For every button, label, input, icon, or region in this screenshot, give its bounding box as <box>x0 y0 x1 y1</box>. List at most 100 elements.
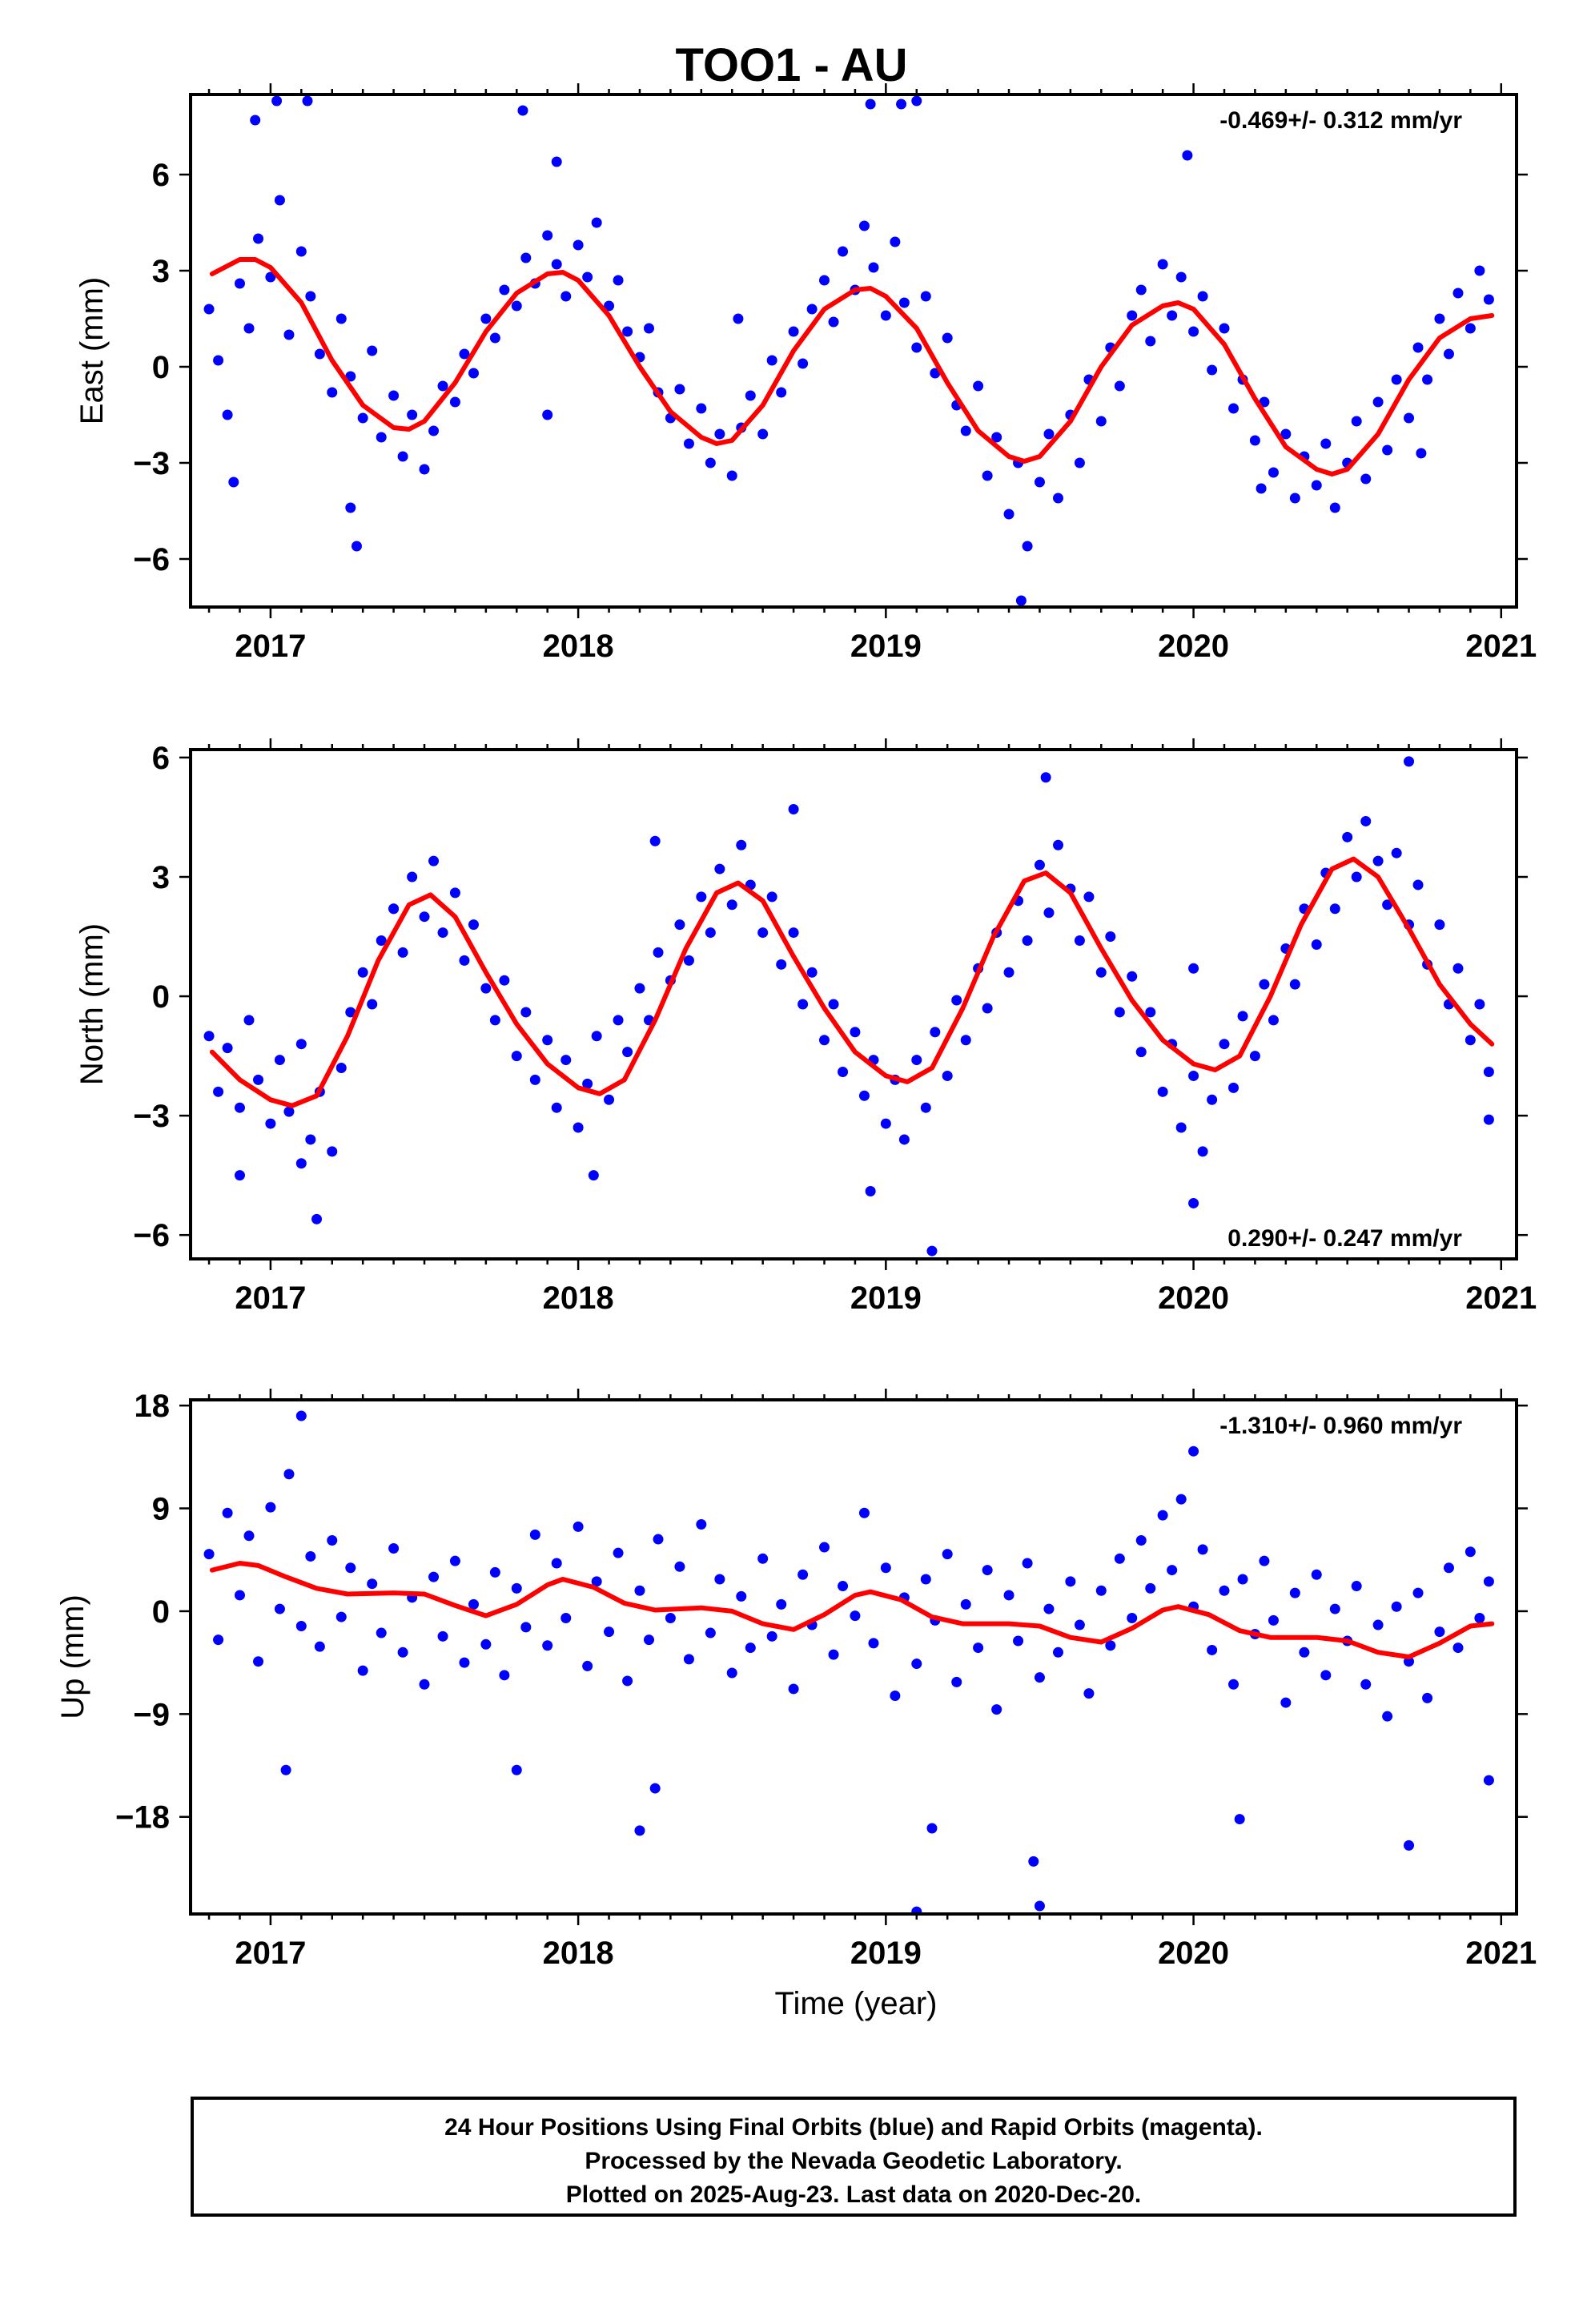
north-data-point <box>818 1035 830 1046</box>
north-data-point <box>1311 939 1322 950</box>
north-y-tick-label: 6 <box>152 741 170 776</box>
up-data-point <box>665 1612 676 1623</box>
east-y-tick-label: 3 <box>152 254 170 289</box>
north-data-point <box>428 855 440 866</box>
north-data-point <box>213 1086 224 1097</box>
up-y-axis-label: Up (mm) <box>55 1594 90 1719</box>
up-data-point <box>1145 1582 1156 1594</box>
east-data-point <box>1443 348 1454 360</box>
up-data-point <box>757 1553 769 1564</box>
north-data-point <box>1342 831 1353 842</box>
east-data-point <box>250 115 261 126</box>
north-data-point <box>388 903 400 915</box>
up-data-point <box>1013 1635 1024 1647</box>
east-y-tick-label: 0 <box>152 350 170 385</box>
east-data-point <box>449 396 460 408</box>
up-data-point <box>1464 1546 1476 1558</box>
north-data-point <box>468 919 479 931</box>
page-title: TOO1 - AU <box>675 39 908 91</box>
north-data-point <box>604 1094 615 1105</box>
north-x-tick-label: 2020 <box>1158 1281 1229 1316</box>
north-data-point <box>714 863 725 875</box>
north-data-point <box>1043 907 1055 919</box>
east-data-point <box>351 541 362 552</box>
east-data-point <box>1114 380 1125 392</box>
east-data-point <box>868 262 879 273</box>
north-data-point <box>1145 1007 1156 1018</box>
north-data-point <box>613 1015 624 1026</box>
east-data-point <box>1022 541 1033 552</box>
east-data-point <box>1404 412 1415 424</box>
north-data-point <box>1207 1094 1218 1105</box>
up-x-tick-label: 2017 <box>235 1936 306 1971</box>
up-data-point <box>982 1565 993 1576</box>
up-data-point <box>274 1603 285 1614</box>
north-data-point <box>542 1035 553 1046</box>
north-data-point <box>283 1106 295 1117</box>
north-data-point <box>407 871 418 883</box>
up-data-point <box>1483 1775 1494 1786</box>
up-data-point <box>295 1620 307 1631</box>
east-x-tick-label: 2019 <box>850 629 922 664</box>
east-data-point <box>890 236 901 247</box>
up-y-tick-label: 9 <box>152 1492 170 1527</box>
east-data-point <box>213 355 224 366</box>
east-data-point <box>1256 483 1267 494</box>
up-y-tick-label: 0 <box>152 1594 170 1630</box>
east-data-point <box>295 246 307 257</box>
north-data-point <box>911 1055 922 1066</box>
east-data-point <box>982 470 993 481</box>
up-data-point <box>622 1675 633 1687</box>
north-data-point <box>1095 967 1107 978</box>
north-data-point <box>1188 963 1199 974</box>
east-data-point <box>499 284 510 296</box>
east-data-point <box>1167 310 1178 321</box>
up-data-point <box>357 1665 368 1676</box>
east-data-point <box>468 368 479 379</box>
up-data-point <box>520 1622 532 1633</box>
up-data-point <box>942 1549 953 1560</box>
up-data-point <box>643 1634 654 1646</box>
up-data-point <box>634 1585 645 1596</box>
up-data-point <box>459 1657 470 1668</box>
up-data-point <box>1360 1679 1372 1690</box>
east-data-point <box>1219 323 1230 334</box>
up-data-point <box>1474 1612 1485 1623</box>
east-data-point <box>828 316 839 328</box>
north-data-point <box>1483 1114 1494 1125</box>
east-data-point <box>733 313 744 324</box>
up-data-point <box>489 1566 500 1578</box>
east-x-tick-label: 2021 <box>1465 629 1537 664</box>
north-data-point <box>1289 979 1300 990</box>
east-data-point <box>388 390 400 401</box>
up-x-tick-label: 2021 <box>1465 1936 1537 1971</box>
east-data-point <box>798 358 809 369</box>
north-data-point <box>1329 903 1340 915</box>
east-data-point <box>459 348 470 360</box>
north-data-point <box>634 983 645 994</box>
north-data-point <box>1237 1011 1248 1022</box>
up-data-point <box>634 1825 645 1836</box>
north-data-point <box>529 1074 540 1085</box>
east-data-point <box>776 387 787 398</box>
up-data-point <box>551 1558 562 1569</box>
north-data-point <box>858 1090 870 1101</box>
north-data-point <box>1003 967 1014 978</box>
east-data-point <box>622 326 633 337</box>
up-data-point <box>1175 1494 1187 1505</box>
up-data-point <box>1280 1697 1292 1708</box>
east-data-point <box>806 304 818 315</box>
east-data-point <box>1207 364 1218 376</box>
east-data-point <box>1053 493 1064 504</box>
east-data-point <box>1311 480 1322 491</box>
up-data-point <box>314 1641 325 1652</box>
north-data-point <box>345 1007 356 1018</box>
north-data-point <box>437 927 448 939</box>
up-data-point <box>1289 1587 1300 1598</box>
up-data-point <box>213 1634 224 1646</box>
east-data-point <box>480 313 492 324</box>
east-points <box>203 95 1494 606</box>
north-data-point <box>327 1146 338 1157</box>
north-data-point <box>942 1070 953 1081</box>
up-data-point <box>1268 1614 1279 1626</box>
